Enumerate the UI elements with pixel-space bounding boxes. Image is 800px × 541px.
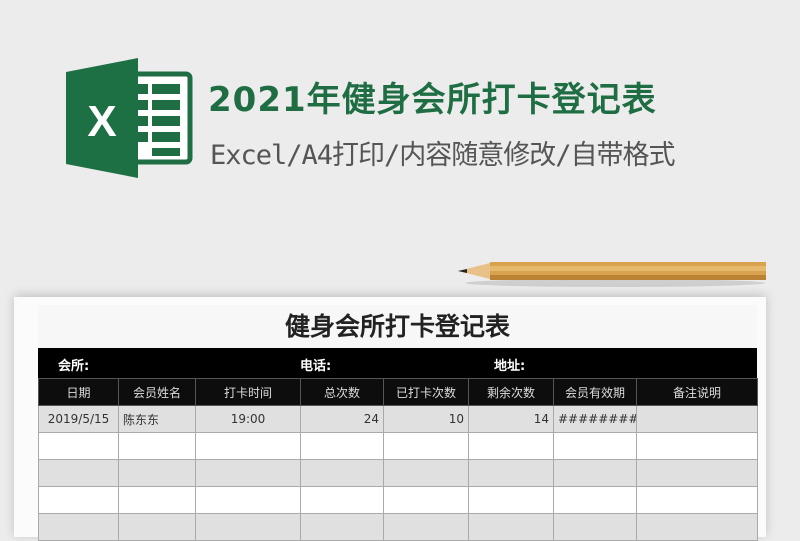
cell-name[interactable]: 陈东东 [118, 405, 196, 433]
cell[interactable] [553, 432, 637, 460]
cell[interactable] [383, 459, 469, 487]
cell[interactable] [118, 513, 196, 541]
cell-total[interactable]: 24 [300, 405, 384, 433]
cell[interactable] [300, 432, 384, 460]
cell[interactable] [118, 432, 196, 460]
svg-text:X: X [87, 97, 116, 146]
cell[interactable] [300, 513, 384, 541]
cell[interactable] [195, 513, 301, 541]
cell[interactable] [118, 486, 196, 514]
club-label: 会所: [58, 359, 90, 374]
col-header: 日期 [38, 378, 119, 406]
table-row [38, 513, 758, 541]
cell[interactable] [195, 486, 301, 514]
col-header: 会员姓名 [118, 378, 196, 406]
col-header: 备注说明 [636, 378, 758, 406]
table-row [38, 459, 758, 487]
cell[interactable] [38, 459, 119, 487]
pencil-icon [458, 262, 766, 287]
cell[interactable] [468, 486, 554, 514]
cell[interactable] [553, 459, 637, 487]
page-title: 2021年健身会所打卡登记表 [208, 80, 657, 120]
cell[interactable] [195, 459, 301, 487]
address-label: 地址: [494, 359, 526, 374]
table-header-row: 日期 会员姓名 打卡时间 总次数 已打卡次数 剩余次数 会员有效期 备注说明 [38, 378, 758, 406]
cell[interactable] [38, 432, 119, 460]
page-subtitle: Excel/A4打印/内容随意修改/自带格式 [210, 140, 676, 171]
cell[interactable] [553, 486, 637, 514]
cell[interactable] [468, 432, 554, 460]
info-row: 会所: 电话: 地址: [38, 348, 757, 378]
cell[interactable] [636, 459, 758, 487]
col-header: 总次数 [300, 378, 384, 406]
cell-used[interactable]: 10 [383, 405, 469, 433]
col-header: 剩余次数 [468, 378, 554, 406]
cell-time[interactable]: 19:00 [195, 405, 301, 433]
cell[interactable] [38, 513, 119, 541]
cell-validity[interactable]: ######## [553, 405, 637, 433]
table-row: 2019/5/15 陈东东 19:00 24 10 14 ######## [38, 405, 758, 433]
table-row [38, 432, 758, 460]
phone-label: 电话: [300, 359, 332, 374]
cell[interactable] [636, 513, 758, 541]
col-header: 打卡时间 [195, 378, 301, 406]
cell[interactable] [468, 513, 554, 541]
cell-date[interactable]: 2019/5/15 [38, 405, 119, 433]
table-row [38, 486, 758, 514]
cell[interactable] [195, 432, 301, 460]
cell[interactable] [468, 459, 554, 487]
sheet-title: 健身会所打卡登记表 [38, 305, 757, 348]
cell[interactable] [553, 513, 637, 541]
cell[interactable] [38, 486, 119, 514]
cell[interactable] [383, 486, 469, 514]
cell[interactable] [383, 513, 469, 541]
cell[interactable] [636, 432, 758, 460]
cell[interactable] [300, 459, 384, 487]
col-header: 会员有效期 [553, 378, 637, 406]
cell[interactable] [118, 459, 196, 487]
cell[interactable] [300, 486, 384, 514]
col-header: 已打卡次数 [383, 378, 469, 406]
cell-notes[interactable] [636, 405, 758, 433]
cell[interactable] [636, 486, 758, 514]
cell[interactable] [383, 432, 469, 460]
cell-remaining[interactable]: 14 [468, 405, 554, 433]
excel-logo-icon: X [66, 58, 193, 178]
checkin-table: 日期 会员姓名 打卡时间 总次数 已打卡次数 剩余次数 会员有效期 备注说明 2… [38, 378, 758, 541]
